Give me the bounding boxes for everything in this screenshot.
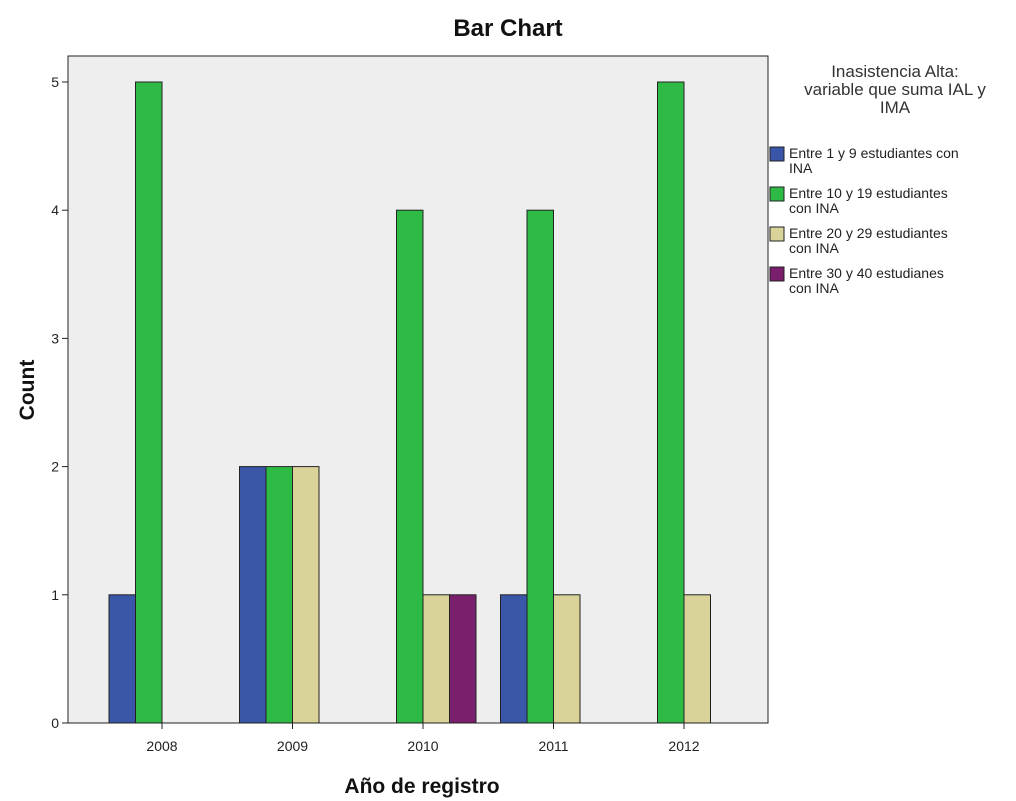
legend-title-line: Inasistencia Alta:	[831, 62, 959, 81]
y-axis: 0 1 2 3 4 5	[51, 74, 68, 731]
bar-2012-series-3	[683, 594, 711, 724]
legend-label-line: Entre 20 y 29 estudiantes	[789, 225, 948, 241]
y-tick-label: 5	[51, 74, 59, 90]
x-tick-label: 2008	[146, 738, 177, 754]
bar-2009-series-2	[265, 466, 293, 724]
bar-2009-series-1	[239, 466, 267, 724]
x-tick-label: 2009	[277, 738, 308, 754]
legend: Inasistencia Alta:variable que suma IAL …	[769, 62, 986, 296]
legend-label-line: Entre 10 y 19 estudiantes	[789, 185, 948, 201]
legend-label-line: Entre 30 y 40 estudianes	[789, 265, 944, 281]
bar-2011-series-3	[553, 594, 581, 724]
y-tick-label: 4	[51, 202, 59, 218]
bar-2010-series-4	[449, 594, 477, 724]
chart-title: Bar Chart	[453, 15, 562, 42]
legend-swatch	[769, 146, 785, 162]
legend-swatch	[769, 226, 785, 242]
y-tick-label: 0	[51, 715, 59, 731]
bar-2008-series-1	[108, 594, 136, 724]
bars-layer	[108, 81, 711, 724]
y-axis-title: Count	[16, 360, 39, 421]
legend-label-line: Entre 1 y 9 estudiantes con	[789, 145, 959, 161]
bar-2010-series-3	[422, 594, 450, 724]
bar-2008-series-2	[135, 81, 163, 724]
y-tick-label: 1	[51, 587, 59, 603]
legend-swatch	[769, 266, 785, 282]
bar-2012-series-2	[657, 81, 685, 724]
x-tick-label: 2012	[668, 738, 699, 754]
legend-label-line: con INA	[789, 200, 839, 216]
bar-2011-series-1	[500, 594, 528, 724]
x-axis: 2008 2009 2010 2011 2012	[146, 723, 700, 754]
bar-2010-series-2	[396, 209, 424, 724]
y-tick-label: 3	[51, 330, 59, 346]
legend-label-line: INA	[789, 160, 813, 176]
y-tick-label: 2	[51, 459, 59, 475]
x-axis-title: Año de registro	[344, 775, 499, 798]
legend-label-line: con INA	[789, 280, 839, 296]
legend-title-line: IMA	[880, 98, 911, 117]
legend-swatch	[769, 186, 785, 202]
bar-2011-series-2	[526, 209, 554, 724]
x-tick-label: 2010	[407, 738, 438, 754]
bar-2009-series-3	[292, 466, 320, 724]
legend-title-line: variable que suma IAL y	[804, 80, 986, 99]
legend-label-line: con INA	[789, 240, 839, 256]
x-tick-label: 2011	[538, 738, 568, 754]
